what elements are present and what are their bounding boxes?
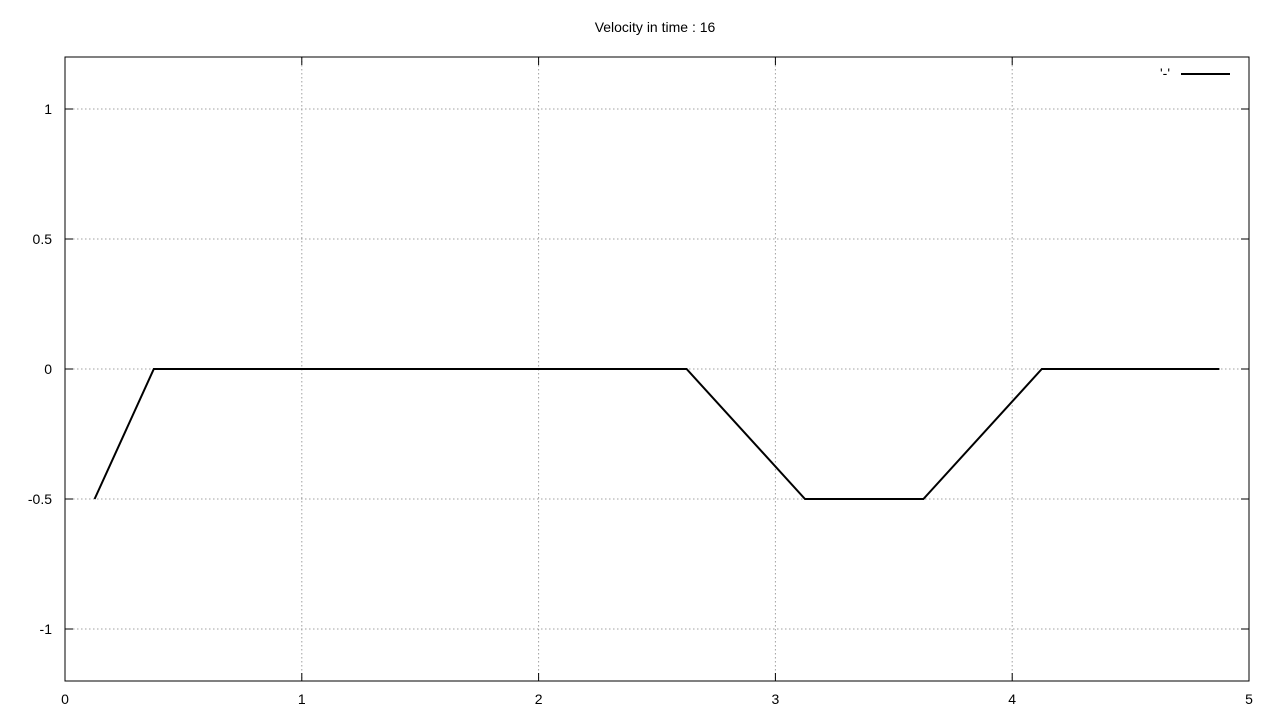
legend: '-'	[1160, 65, 1230, 81]
series-line	[93, 368, 1220, 500]
x-tick-label: 2	[535, 691, 543, 707]
x-tick-label: 1	[298, 691, 306, 707]
y-tick-label: 0.5	[33, 231, 53, 247]
legend-label: '-'	[1160, 65, 1170, 81]
y-tick-label: -0.5	[28, 491, 52, 507]
series-layer	[93, 368, 1220, 500]
y-tick-label: 1	[44, 101, 52, 117]
x-tick-label: 4	[1008, 691, 1016, 707]
plot-frame	[64, 56, 1250, 682]
chart-title: Velocity in time : 16	[595, 19, 716, 35]
x-tick-label: 5	[1245, 691, 1253, 707]
y-tick-label: 0	[44, 361, 52, 377]
x-tick-label: 3	[772, 691, 780, 707]
y-tick-label: -1	[40, 621, 53, 637]
axis-ticks: 0 1 2 3 4 5 -1 -0.5 0 0.5 1	[28, 57, 1253, 707]
x-tick-label: 0	[61, 691, 69, 707]
